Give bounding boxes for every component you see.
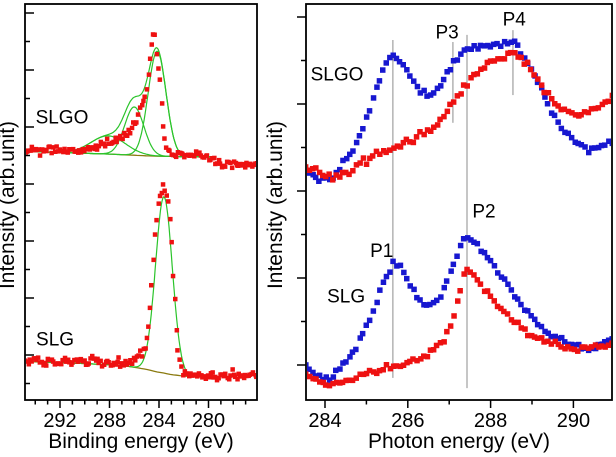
xps-panel-frame (24, 3, 258, 401)
nexafs-panel-y-ticks (297, 16, 306, 366)
peak-label-p4: P4 (503, 9, 527, 30)
x-tick-label: 284 (142, 410, 175, 432)
x-tick-label: 292 (43, 410, 76, 432)
x-tick-label: 288 (93, 410, 126, 432)
x-tick-label: 284 (308, 410, 341, 432)
xps-panel-label-slgo: SLGO (36, 108, 89, 129)
xps-panel-plot-area (26, 32, 256, 383)
xps-panel-x-ticks (34, 400, 247, 408)
x-tick-label: 286 (391, 410, 424, 432)
nexafs-panel-x-ticks (324, 400, 575, 408)
slg-data-scatter-red (307, 266, 611, 389)
nexafs-panel-plot-area (307, 30, 611, 389)
xps-panel-y-ticks (25, 12, 34, 385)
peak-label-p3: P3 (436, 22, 459, 43)
xps-panel-x-axis-title: Binding energy (eV) (48, 430, 234, 453)
nexafs-panel-label-slgo: SLGO (311, 64, 364, 85)
slg-data-scatter-blue (307, 235, 611, 383)
nexafs-panel-frame (305, 3, 613, 401)
x-tick-label: 290 (557, 410, 590, 432)
xps-panel-label-slg: SLG (36, 329, 74, 350)
peak-label-p1: P1 (370, 241, 393, 262)
xps-panel-y-axis-title: Intensity (arb.unit) (0, 121, 19, 289)
nexafs-panel-y-axis-title: Intensity (arb.unit) (264, 121, 287, 289)
nexafs-panel-x-axis-title: Photon energy (eV) (368, 430, 550, 453)
slgo-data-scatter-red (307, 49, 611, 183)
slgo-data-scatter-red (26, 32, 256, 171)
slg-data-scatter-red (26, 182, 256, 383)
nexafs-panel-label-slg: SLG (327, 287, 365, 308)
x-tick-label: 288 (474, 410, 507, 432)
x-tick-label: 280 (192, 410, 225, 432)
peak-label-p2: P2 (472, 201, 495, 222)
